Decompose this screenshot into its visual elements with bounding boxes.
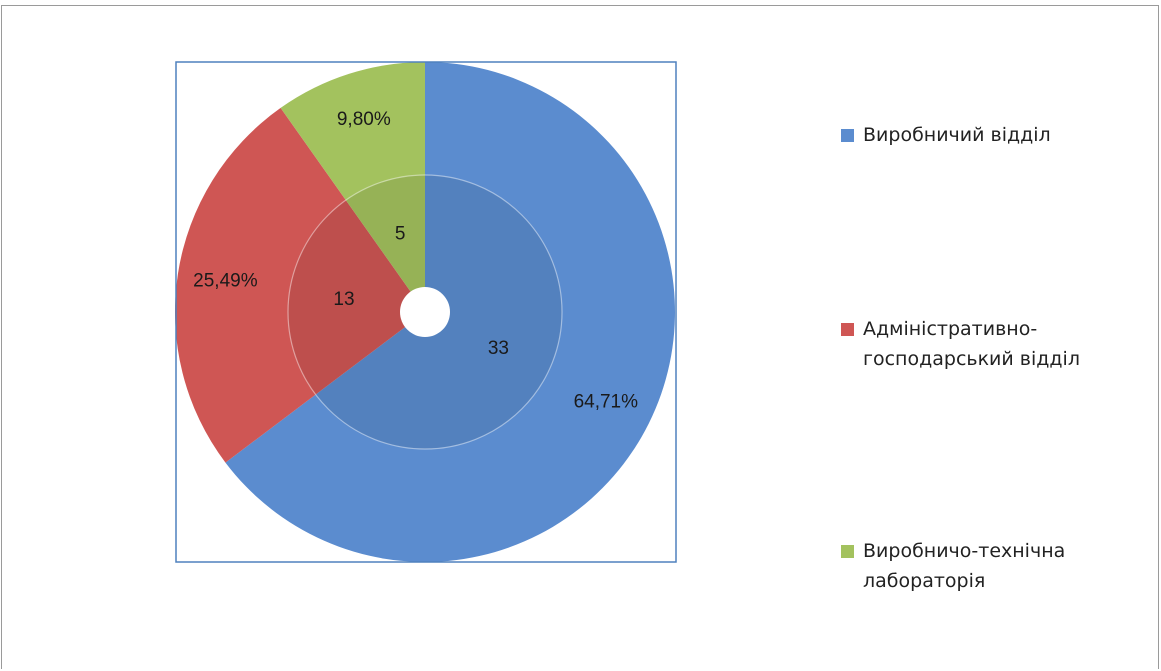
chart-frame <box>1 5 1159 669</box>
legend-item-production: Виробничий відділ <box>841 120 1051 150</box>
outer-ring <box>175 62 675 562</box>
outer-label-lab: 9,80% <box>337 109 391 130</box>
data-labels: 33 13 5 64,71% 25,49% 9,80% <box>193 109 638 413</box>
legend-swatch-admin <box>841 323 854 336</box>
donut-hole <box>400 287 450 337</box>
legend-swatch-production <box>841 129 854 142</box>
legend-swatch-lab <box>841 545 854 558</box>
outer-slice-production <box>225 62 675 562</box>
outer-label-production: 64,71% <box>574 392 639 413</box>
legend-label-lab: Виробничо-технічна лабораторія <box>863 540 1066 592</box>
inner-label-lab: 5 <box>395 223 406 244</box>
outer-slice-admin <box>175 107 425 463</box>
legend-item-admin: Адміністративно- господарський відділ <box>841 314 1080 374</box>
inner-label-admin: 13 <box>333 289 354 310</box>
inner-label-production: 33 <box>488 338 509 359</box>
outer-slice-lab <box>280 62 425 312</box>
inner-slice-admin <box>288 200 425 395</box>
legend-item-lab: Виробничо-технічна лабораторія <box>841 536 1065 596</box>
legend-label-admin: Адміністративно- господарський відділ <box>863 318 1080 370</box>
legend-label-production: Виробничий відділ <box>863 124 1051 146</box>
inner-ring-outline <box>287 174 563 450</box>
plot-area-border <box>175 61 677 563</box>
outer-label-admin: 25,49% <box>193 270 258 291</box>
inner-slice-lab <box>345 175 425 312</box>
